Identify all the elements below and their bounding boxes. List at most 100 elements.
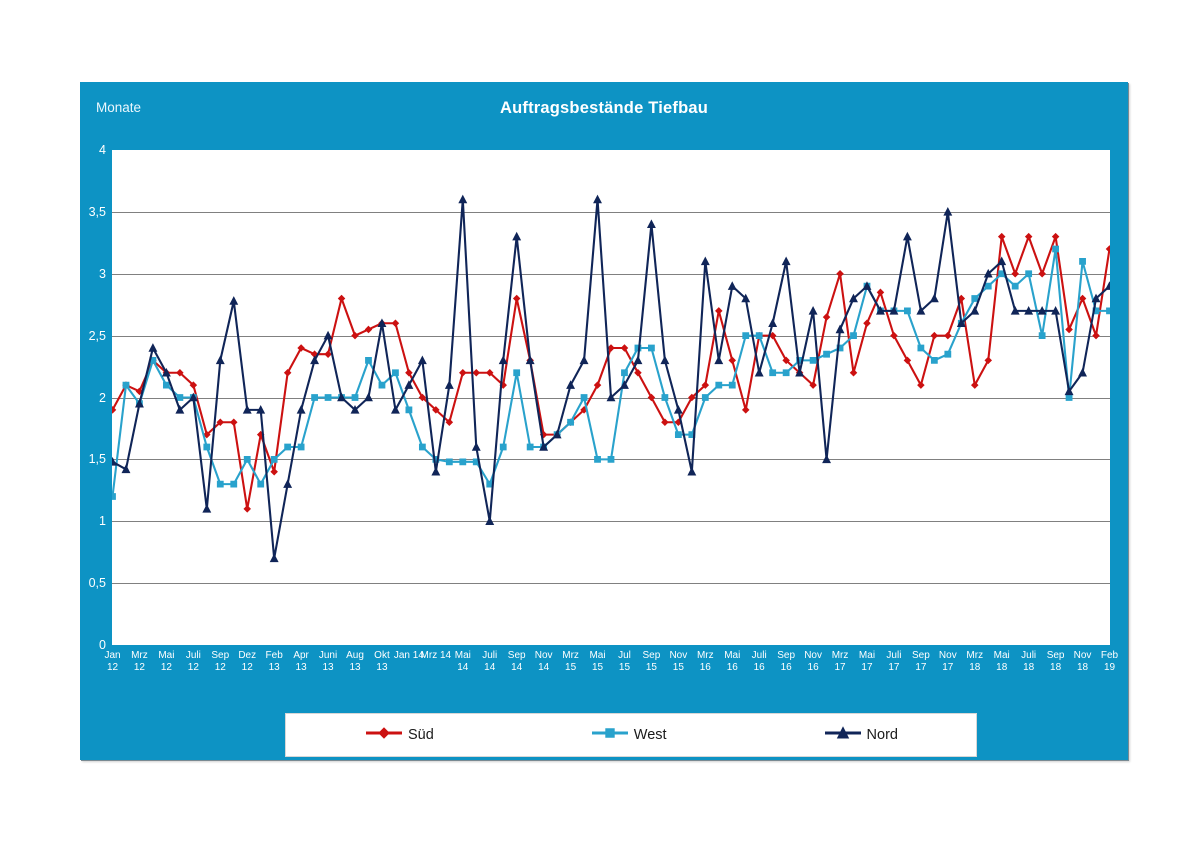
plot-area — [112, 150, 1110, 645]
data-point-marker — [701, 381, 710, 389]
data-point-marker — [835, 324, 845, 334]
data-point-marker — [970, 305, 980, 315]
data-point-marker — [944, 350, 952, 358]
legend-key-diamond-icon — [364, 725, 404, 745]
data-point-marker — [1079, 257, 1086, 265]
data-point-marker — [498, 355, 508, 365]
series-line — [112, 198, 1110, 560]
x-tick-label: Sep 18 — [1046, 650, 1065, 673]
data-point-marker — [849, 368, 858, 377]
data-point-marker — [889, 305, 899, 315]
x-tick-label: Sep 15 — [642, 650, 661, 673]
y-tick-label: 2,5 — [88, 328, 106, 343]
x-tick-label: Feb 19 — [1100, 650, 1119, 673]
data-point-marker — [688, 393, 696, 402]
data-point-marker — [499, 443, 507, 451]
series-layer — [112, 194, 1110, 563]
data-point-marker — [203, 443, 211, 451]
x-tick-label: Mrz 18 — [966, 650, 984, 673]
data-point-marker — [418, 443, 426, 451]
x-tick-label: Dez 12 — [238, 650, 257, 673]
data-point-marker — [984, 282, 992, 290]
data-point-marker — [1011, 282, 1019, 290]
data-point-marker — [1078, 367, 1088, 377]
data-point-marker — [525, 355, 535, 365]
data-point-marker — [365, 356, 372, 364]
data-point-marker — [378, 381, 386, 389]
data-point-marker — [714, 355, 724, 365]
data-point-marker — [513, 369, 521, 377]
x-tick-label: Nov 15 — [669, 650, 688, 673]
series-line — [112, 235, 1110, 510]
data-point-marker — [687, 466, 697, 476]
data-point-marker — [390, 404, 400, 414]
data-point-marker — [122, 381, 130, 389]
data-point-marker — [1052, 245, 1060, 253]
data-point-marker — [175, 404, 185, 414]
data-point-marker — [997, 256, 1007, 266]
x-tick-label: Sep 12 — [211, 650, 230, 673]
data-point-marker — [243, 455, 251, 463]
data-point-marker — [472, 368, 481, 377]
series-nord — [112, 194, 1110, 563]
data-point-marker — [621, 369, 628, 377]
x-tick-label: Mai 12 — [158, 650, 175, 673]
y-tick-label: 0,5 — [88, 576, 106, 591]
x-tick-label: Sep 14 — [507, 650, 526, 673]
x-tick-label: Mrz 17 — [831, 650, 849, 673]
data-point-marker — [916, 305, 926, 315]
data-point-marker — [593, 194, 602, 204]
data-point-marker — [606, 392, 616, 402]
x-tick-label: Okt 13 — [374, 650, 390, 673]
data-point-marker — [323, 330, 333, 340]
x-tick-label: Mrz 16 — [696, 650, 714, 673]
legend-label: West — [633, 727, 667, 743]
legend-item-west[interactable]: West — [590, 725, 667, 745]
data-point-marker — [539, 442, 549, 451]
data-point-marker — [485, 368, 494, 377]
data-point-marker — [230, 480, 238, 488]
data-point-marker — [1106, 307, 1110, 315]
data-point-marker — [1065, 325, 1073, 334]
data-point-marker — [203, 430, 211, 439]
data-point-marker — [444, 380, 454, 389]
data-point-marker — [984, 356, 993, 365]
data-point-marker — [727, 281, 737, 290]
data-point-marker — [1038, 332, 1046, 340]
data-point-marker — [148, 343, 158, 352]
data-point-marker — [863, 319, 871, 328]
x-tick-label: Mai 18 — [993, 650, 1010, 673]
data-point-marker — [862, 281, 872, 290]
data-point-marker — [849, 293, 858, 303]
data-point-marker — [1025, 270, 1033, 278]
data-point-marker — [242, 404, 252, 414]
legend-label: Süd — [407, 727, 434, 743]
data-point-marker — [580, 394, 588, 401]
legend-label: Nord — [866, 727, 898, 743]
legend-key-triangle-icon — [823, 725, 863, 745]
x-tick-label: Apr 13 — [293, 650, 309, 673]
data-point-marker — [1037, 305, 1047, 315]
legend-item-süd[interactable]: Süd — [364, 725, 434, 745]
data-point-marker — [297, 443, 305, 451]
data-point-marker — [593, 381, 602, 389]
data-point-marker — [755, 332, 763, 340]
data-point-marker — [728, 381, 736, 389]
legend-item-nord[interactable]: Nord — [823, 725, 898, 745]
data-point-marker — [1051, 305, 1061, 315]
data-point-marker — [296, 404, 306, 414]
plot-svg — [112, 194, 1110, 584]
data-point-marker — [112, 406, 117, 414]
data-point-marker — [809, 356, 817, 364]
data-point-marker — [270, 455, 278, 463]
data-point-marker — [350, 404, 360, 414]
data-point-marker — [808, 305, 818, 315]
legend-key-square-icon — [590, 725, 630, 745]
chart-legend: Süd West Nord — [285, 713, 977, 757]
data-point-marker — [567, 418, 574, 426]
data-point-marker — [256, 404, 266, 414]
data-point-marker — [1064, 386, 1074, 396]
y-tick-label: 0 — [99, 638, 106, 652]
data-point-marker — [768, 318, 778, 328]
data-point-marker — [715, 307, 723, 315]
